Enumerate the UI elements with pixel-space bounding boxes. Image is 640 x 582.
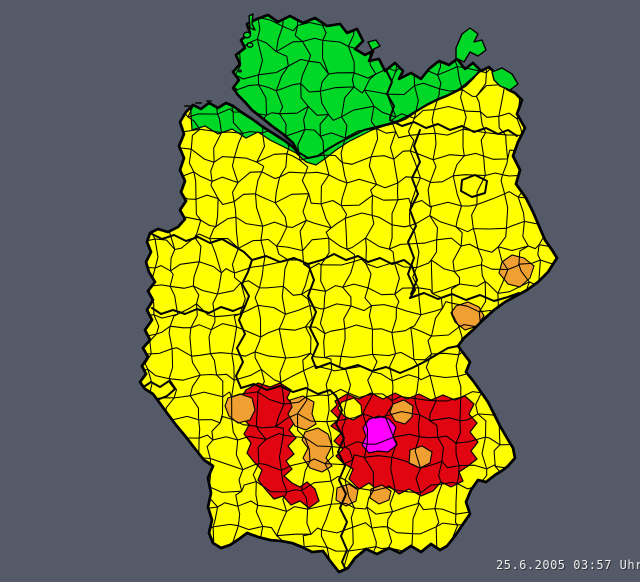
district-yellow-island bbox=[337, 397, 363, 421]
district-border-line bbox=[362, 15, 379, 572]
state-border-rhine-hessen bbox=[235, 305, 246, 389]
island-sylt bbox=[248, 13, 256, 31]
orange-cell-karlsruhe-area bbox=[224, 393, 256, 424]
state-border-mv-south bbox=[389, 119, 518, 137]
timestamp: 25.6.2005 03:57 Uhr bbox=[496, 558, 640, 572]
islands bbox=[184, 13, 519, 107]
island-helgoland bbox=[238, 69, 242, 73]
state-border-nrw-rlp bbox=[151, 305, 246, 315]
district-border-line bbox=[425, 15, 444, 572]
district-border-line bbox=[274, 15, 290, 572]
orange-cell-north-wuerttemberg bbox=[287, 395, 317, 431]
island-usedom bbox=[491, 67, 519, 91]
state-border-bw-bavaria bbox=[335, 395, 348, 571]
state-border-thuringia-saxony bbox=[410, 265, 418, 295]
orange-cell-saxony-east bbox=[498, 254, 535, 288]
island-fehmarn bbox=[367, 39, 381, 51]
district-border-line bbox=[406, 15, 422, 571]
region-orange-cells bbox=[224, 254, 535, 507]
island-pellworm bbox=[246, 42, 254, 48]
east-frisian-islands bbox=[184, 100, 212, 107]
state-border-brandenburg-saxony bbox=[409, 292, 520, 302]
district-border-line bbox=[384, 15, 402, 568]
island-foehr bbox=[242, 31, 252, 39]
district-border-line bbox=[450, 15, 467, 572]
state-border-berlin bbox=[460, 174, 488, 198]
district-border-line bbox=[294, 15, 313, 569]
district-border-line bbox=[319, 15, 335, 572]
district-border-line bbox=[252, 15, 268, 572]
district-border-line bbox=[471, 15, 488, 568]
state-border-nrw-north-east bbox=[149, 232, 253, 307]
state-border-nds-south bbox=[251, 253, 413, 267]
state-border-sh-mv bbox=[385, 69, 395, 119]
state-border-anhalt-brandenburg bbox=[407, 129, 421, 299]
state-border-saarland bbox=[141, 380, 176, 401]
state-border-bw-north bbox=[240, 383, 337, 397]
state-border-thuringia-bavaria bbox=[315, 345, 459, 374]
island-ruegen bbox=[455, 27, 487, 63]
district-border-line bbox=[338, 15, 356, 572]
state-border-hessen-thuringia bbox=[307, 263, 319, 369]
orange-cell-south-a bbox=[335, 483, 359, 507]
